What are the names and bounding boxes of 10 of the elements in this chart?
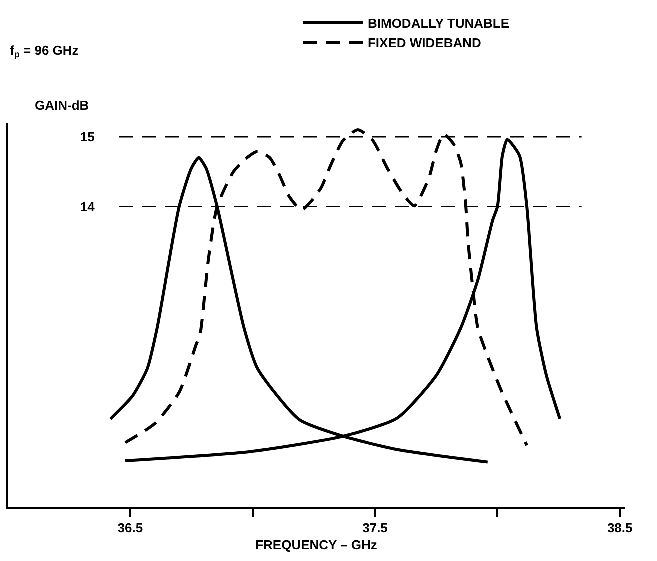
text: f$_{p}$ = 96 GHz: [10, 43, 80, 60]
legend-label: BIMODALLY TUNABLE: [368, 16, 510, 31]
y-tick-label: 14: [80, 199, 96, 214]
x-tick-label: 38.5: [607, 520, 633, 536]
y-tick-label: 15: [80, 130, 95, 145]
y-axis-title: GAIN-dB: [35, 98, 90, 113]
x-tick-label: 36.5: [118, 520, 144, 536]
legend-label: FIXED WIDEBAND: [368, 36, 482, 51]
x-axis-title: FREQUENCY – GHz: [256, 538, 378, 553]
x-tick-label: 37.5: [362, 520, 388, 536]
